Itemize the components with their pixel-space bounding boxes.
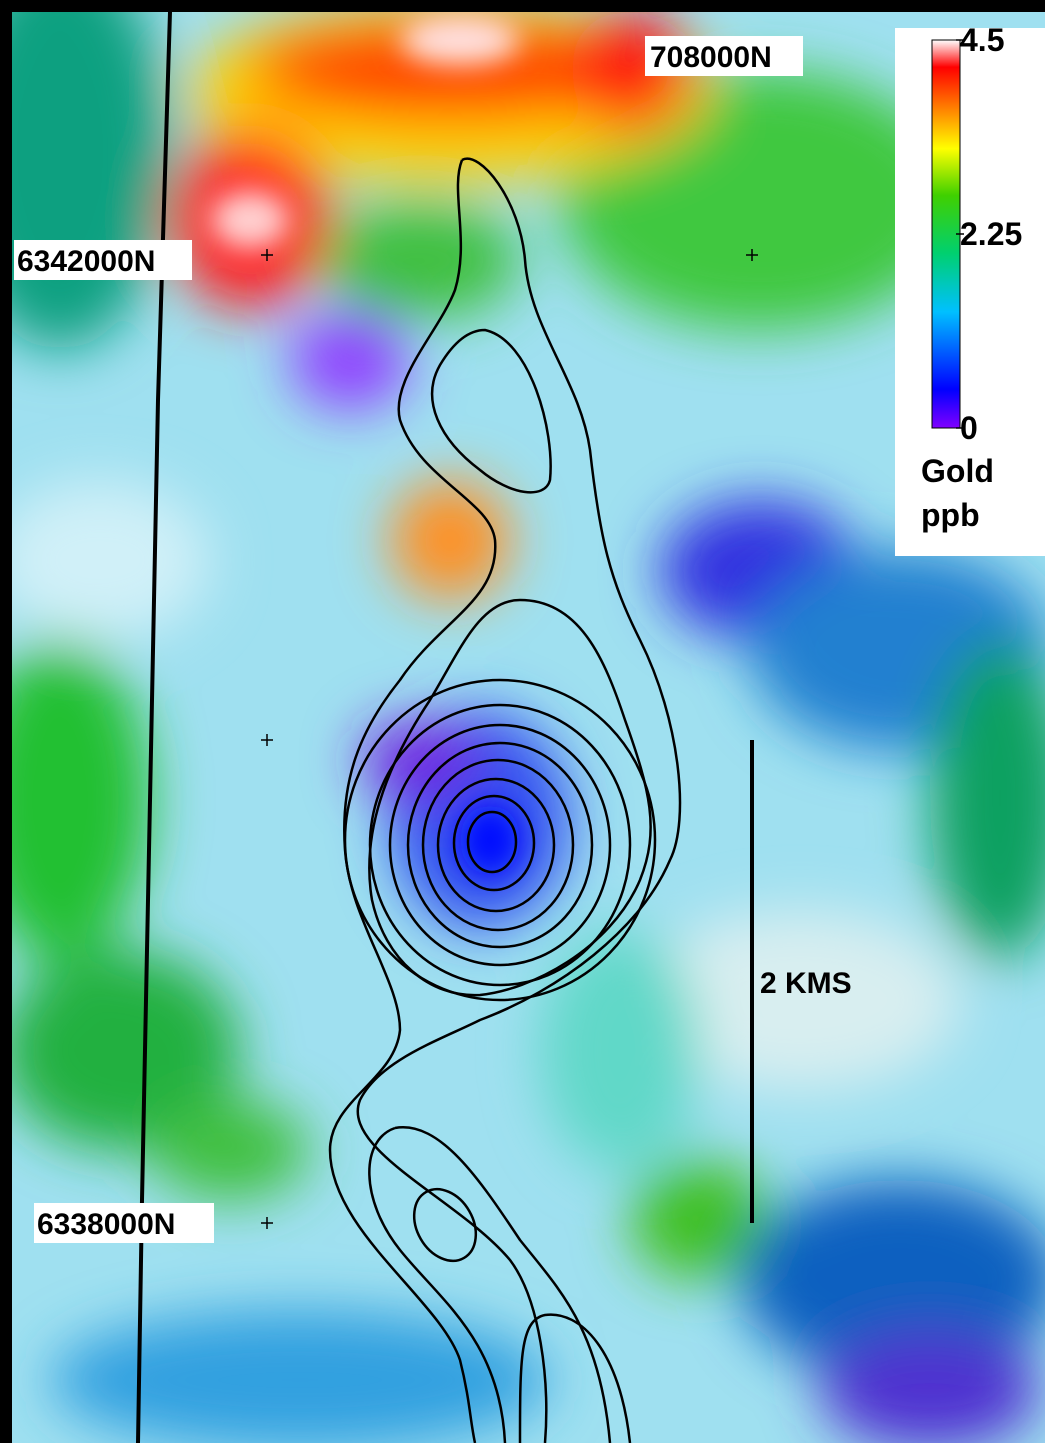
legend-tick-label: 2.25 bbox=[960, 216, 1022, 252]
map: 2 KMS 708000N 6342000N 6338000N 4.5 2.25 0… bbox=[0, 0, 1045, 1443]
legend-tick-label: 4.5 bbox=[960, 22, 1004, 58]
legend-tick-label: 0 bbox=[960, 410, 978, 446]
color-bar bbox=[932, 40, 960, 428]
legend-title: Gold bbox=[921, 453, 994, 489]
northing-label: 6342000N bbox=[17, 245, 155, 278]
legend-unit: ppb bbox=[921, 497, 980, 533]
frame-left bbox=[0, 0, 12, 1443]
frame-top bbox=[0, 0, 1045, 12]
scale-label: 2 KMS bbox=[760, 967, 852, 1000]
northing-label: 6338000N bbox=[37, 1208, 175, 1241]
easting-label: 708000N bbox=[650, 41, 772, 74]
legend: 4.5 2.25 0 Gold ppb bbox=[895, 22, 1045, 556]
page: {"labels": {"easting": "708000N", "north… bbox=[0, 0, 1045, 1443]
